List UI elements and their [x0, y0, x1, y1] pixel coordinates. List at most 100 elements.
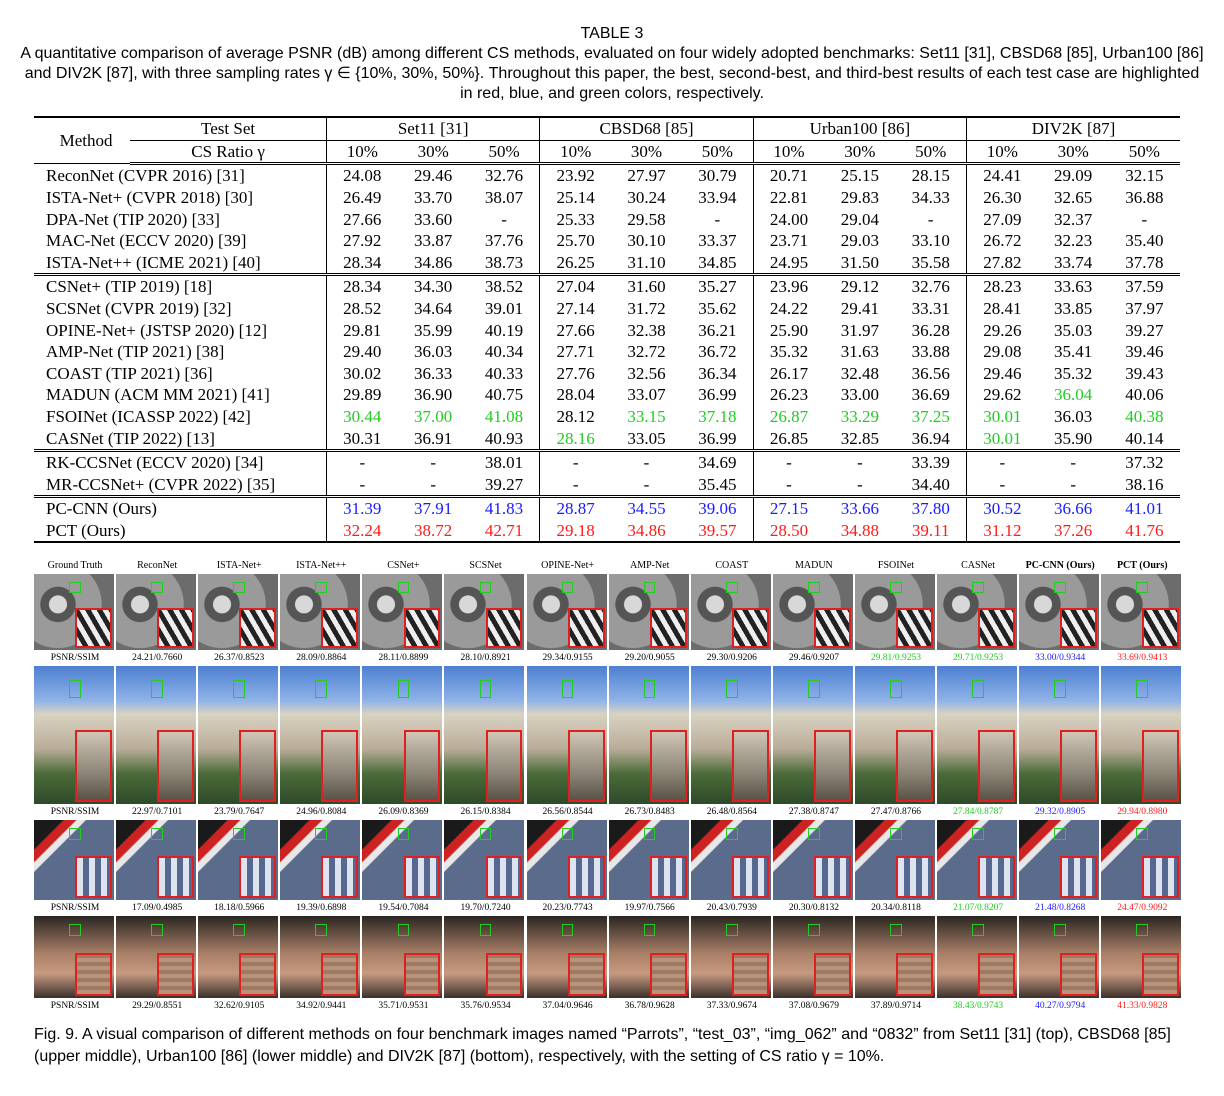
reconstruction-image: [34, 574, 114, 650]
psnr-value: 38.73: [484, 252, 524, 272]
method-header: Method: [34, 116, 131, 165]
image-row: [34, 820, 1184, 900]
psnr-value: 40.33: [484, 363, 524, 383]
zoom-inset: [814, 608, 851, 648]
cs-ratio-header: CS Ratio γ: [130, 140, 327, 166]
psnr-value: 26.49: [325, 186, 398, 209]
zoom-inset: [157, 953, 195, 996]
psnr-value: 23.96: [752, 273, 825, 298]
psnr-value: -: [966, 448, 1038, 474]
psnr-value: 27.92: [325, 229, 398, 252]
zoom-inset: [485, 856, 523, 898]
psnr-value: 40.34: [484, 342, 524, 362]
psnr-value: 28.52: [325, 297, 398, 320]
table-row: CSNet+ (TIP 2019) [18] 28.34 34.30 38.52 27.…: [34, 273, 1180, 298]
table-row: PCT (Ours) 32.24 38.72 42.71 29.18 34.86 39.57…: [34, 519, 1180, 544]
psnr-value: 40.93: [484, 428, 524, 448]
zoom-region-marker: [808, 828, 820, 840]
method-name: RK-CCSNet (ECCV 2020) [34]: [34, 448, 327, 474]
psnr-value: 27.04: [539, 273, 611, 298]
zoom-region-marker: [69, 828, 81, 840]
psnr-ssim-value: 27.84/0.8787: [953, 807, 1004, 817]
reconstruction-image: [1019, 666, 1100, 804]
psnr-value: 37.76: [484, 231, 524, 251]
psnr-value: 35.41: [1054, 342, 1093, 362]
reconstruction-image: [198, 666, 279, 804]
reconstruction-image: [34, 820, 114, 900]
method-name: MAC-Net (ECCV 2020) [39]: [46, 231, 247, 251]
zoom-region-marker: [397, 924, 410, 937]
psnr-value: 20.71: [752, 163, 825, 187]
figure-column-label: ISTA-Net++: [296, 559, 347, 571]
zoom-inset: [1142, 730, 1180, 802]
zoom-inset: [485, 608, 523, 648]
zoom-inset: [239, 730, 277, 802]
psnr-value: 34.33: [911, 188, 950, 208]
psnr-value: 39.27: [1125, 320, 1164, 340]
psnr-value: -: [752, 448, 825, 474]
test-set-header: Test Set: [130, 115, 327, 141]
zoom-region-marker: [151, 924, 163, 937]
zoom-region-marker: [151, 679, 163, 699]
psnr-ssim-value: 29.20/0.9055: [624, 653, 675, 663]
psnr-value: 36.04: [1054, 385, 1093, 405]
psnr-ssim-value: 28.09/0.8864: [296, 653, 347, 663]
psnr-value: 29.26: [966, 319, 1038, 341]
psnr-value: 33.88: [911, 342, 950, 362]
zoom-region-marker: [397, 679, 410, 699]
zoom-inset: [485, 953, 523, 996]
results-table: Method Test Set Set11 [31] CBSD68 [85] U…: [34, 115, 1180, 544]
reconstruction-image: [280, 574, 361, 650]
psnr-value: 34.88: [824, 519, 896, 544]
ratio-header: 10%: [966, 140, 1038, 166]
psnr-value: 26.87: [752, 405, 825, 428]
psnr-value: 25.14: [539, 186, 611, 209]
psnr-value: 37.32: [1108, 448, 1180, 474]
zoom-region-marker: [397, 581, 410, 593]
zoom-region-marker: [561, 581, 574, 593]
table-row: PC-CNN (Ours) 31.39 37.91 41.83 28.87 34.55 39…: [34, 495, 1180, 520]
zoom-inset: [157, 608, 195, 648]
psnr-value: 35.99: [414, 320, 453, 340]
zoom-region-marker: [972, 679, 984, 699]
psnr-value: 27.66: [325, 208, 398, 230]
psnr-value: 30.10: [627, 231, 666, 251]
table-row: SCSNet (CVPR 2019) [32] 28.52 34.64 39.01 27…: [34, 297, 1180, 320]
method-name: ISTA-Net++ (ICME 2021) [40]: [46, 252, 261, 272]
ratio-header: 30%: [397, 140, 469, 166]
psnr-value: 30.01: [966, 405, 1038, 428]
psnr-ssim-value: 32.62/0.9105: [214, 1001, 265, 1011]
reconstruction-image: [444, 666, 525, 804]
psnr-value: 29.46: [966, 362, 1038, 385]
zoom-inset: [157, 856, 195, 898]
reconstruction-image: [362, 574, 443, 650]
psnr-ssim-row: PSNR/SSIM 17.09/0.4985 18.18/0.5966 19.39/0…: [34, 900, 1184, 916]
psnr-value: 38.72: [397, 519, 469, 544]
figure-column-label: AMP-Net: [629, 559, 670, 571]
psnr-value: 27.09: [966, 208, 1038, 230]
psnr-value: 39.11: [895, 519, 967, 544]
zoom-inset: [1142, 856, 1180, 898]
psnr-ssim-value: 26.73/0.8483: [624, 807, 675, 817]
psnr-value: 28.87: [539, 495, 611, 520]
zoom-inset: [567, 856, 605, 898]
psnr-value: 33.60: [414, 209, 453, 229]
zoom-inset: [649, 856, 687, 898]
psnr-value: 37.91: [397, 495, 469, 520]
psnr-value: 29.03: [840, 231, 879, 251]
reconstruction-image: [526, 574, 607, 650]
psnr-value: 35.62: [698, 299, 737, 319]
table-row: COAST (TIP 2021) [36] 30.02 36.33 40.33 27.7…: [34, 362, 1180, 385]
zoom-inset: [567, 608, 605, 648]
psnr-value: 27.97: [627, 166, 666, 186]
psnr-value: 27.76: [539, 362, 611, 385]
zoom-region-marker: [890, 679, 902, 699]
method-name: CASNet (TIP 2022) [13]: [46, 428, 215, 448]
zoom-inset: [321, 730, 359, 802]
reconstruction-image: [854, 916, 935, 998]
zoom-region-marker: [1054, 679, 1066, 699]
method-name: ISTA-Net+ (CVPR 2018) [30]: [46, 188, 254, 208]
psnr-value: 33.66: [824, 495, 896, 520]
psnr-value: -: [824, 448, 896, 474]
reconstruction-image: [608, 916, 689, 998]
